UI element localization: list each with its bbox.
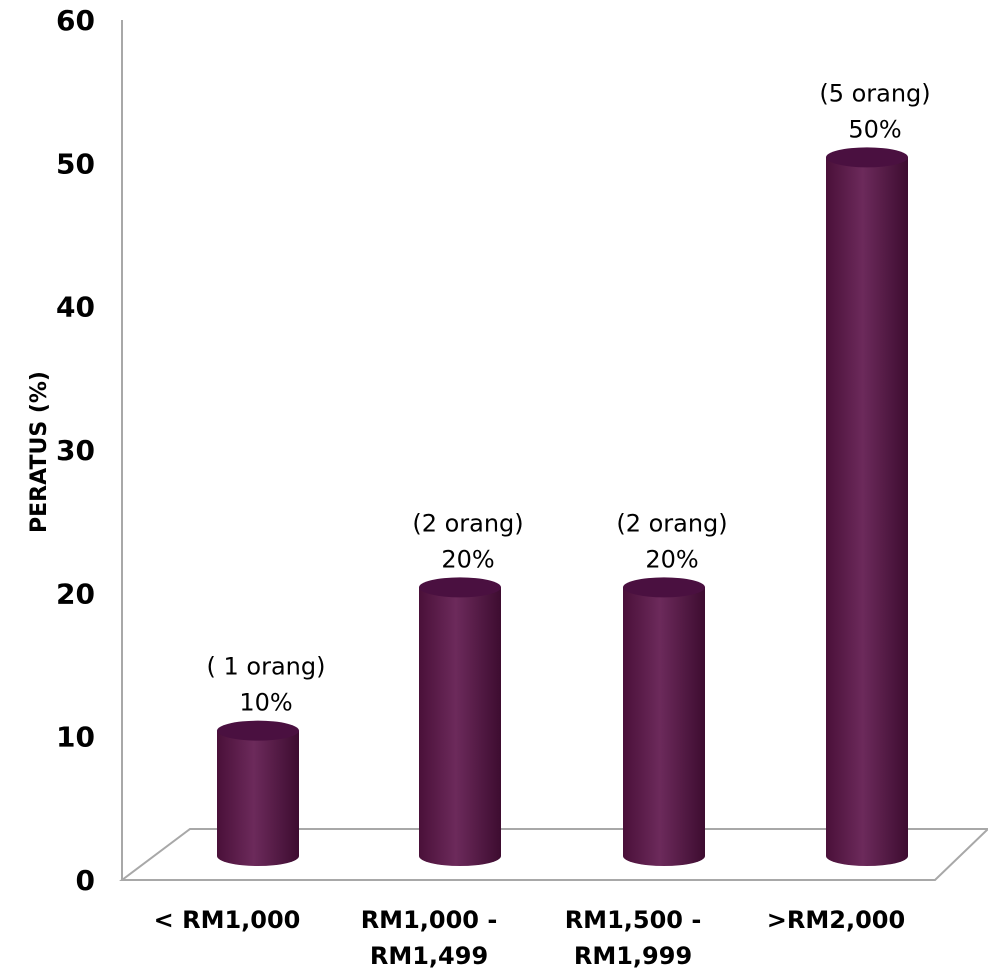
bar-body (623, 587, 705, 866)
y-tick-label: 10 (56, 721, 95, 754)
y-axis-label: PERATUS (%) (27, 371, 52, 533)
y-tick-label: 0 (76, 864, 95, 897)
data-label-count: ( 1 orang) (207, 653, 326, 681)
bar-body (826, 157, 908, 867)
y-tick-label: 40 (56, 291, 95, 324)
floor-plane (119, 828, 988, 881)
bar-top (623, 577, 705, 598)
x-category-label: >RM2,000 (767, 906, 905, 934)
data-label-percent: 20% (441, 545, 494, 573)
y-tick-label: 60 (56, 4, 95, 37)
bar (826, 147, 908, 867)
y-tick-labels: 0 10 20 30 40 50 60 (56, 4, 95, 897)
bars (217, 147, 908, 867)
x-category-label: RM1,000 - (361, 906, 498, 934)
bar-top (826, 147, 908, 168)
x-category-label: RM1,999 (574, 942, 692, 970)
y-tick-label: 20 (56, 577, 95, 610)
data-label-percent: 50% (848, 115, 901, 143)
x-category-labels: < RM1,000 RM1,000 - RM1,499 RM1,500 - RM1,99… (154, 906, 906, 970)
data-labels: ( 1 orang) 10% (2 orang) 20% (2 orang) 20% (5 … (207, 79, 931, 716)
data-label-count: (2 orang) (616, 509, 727, 537)
bar (623, 577, 705, 866)
bar (217, 720, 299, 866)
bar-body (217, 730, 299, 866)
bar-top (419, 577, 501, 598)
data-label-percent: 20% (645, 545, 698, 573)
bar-body (419, 587, 501, 866)
chart-axes (119, 20, 988, 881)
data-label-percent: 10% (239, 689, 292, 717)
y-tick-label: 50 (56, 147, 95, 180)
y-tick-label: 30 (56, 434, 95, 467)
x-category-label: RM1,499 (370, 942, 488, 970)
bar-top (217, 720, 299, 741)
data-label-count: (5 orang) (819, 79, 930, 107)
bar (419, 577, 501, 866)
x-category-label: < RM1,000 (154, 906, 301, 934)
x-category-label: RM1,500 - (565, 906, 702, 934)
data-label-count: (2 orang) (412, 509, 523, 537)
